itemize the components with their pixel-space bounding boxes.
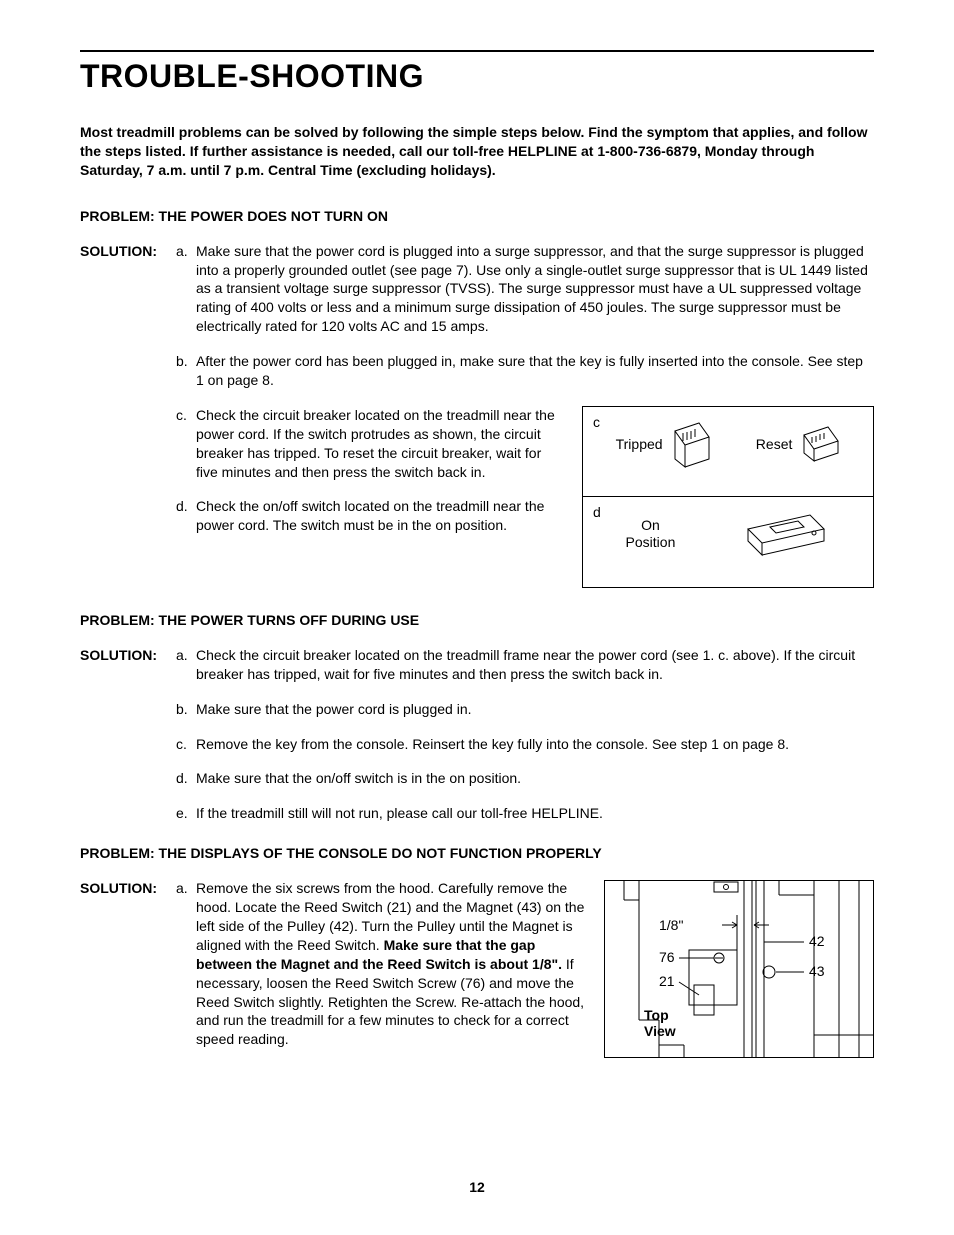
solution-1-cd-text: c. Check the circuit breaker located on … bbox=[176, 406, 564, 551]
item-text: Check the circuit breaker located on the… bbox=[196, 646, 874, 684]
solution-2-body: a. Check the circuit breaker located on … bbox=[176, 646, 874, 839]
solution-2d: d. Make sure that the on/off switch is i… bbox=[176, 769, 874, 788]
page: TROUBLE-SHOOTING Most treadmill problems… bbox=[0, 0, 954, 1235]
intro-paragraph: Most treadmill problems can be solved by… bbox=[80, 123, 874, 180]
figure-1-row-c: c Tripped bbox=[583, 407, 873, 497]
solution-1c: c. Check the circuit breaker located on … bbox=[176, 406, 564, 482]
problem-3-heading: PROBLEM: THE DISPLAYS OF THE CONSOLE DO … bbox=[80, 845, 874, 861]
item-letter: c. bbox=[176, 735, 196, 754]
figure-1-box: c Tripped bbox=[582, 406, 874, 588]
solution-1-body: a. Make sure that the power cord is plug… bbox=[176, 242, 874, 588]
problem-1-heading: PROBLEM: THE POWER DOES NOT TURN ON bbox=[80, 208, 874, 224]
tripped-switch-icon bbox=[669, 419, 711, 469]
figure-1-row-c-tag: c bbox=[593, 413, 600, 432]
fig2-gap-label: 1/8" bbox=[659, 917, 683, 933]
item-letter: a. bbox=[176, 646, 196, 684]
page-number: 12 bbox=[0, 1179, 954, 1195]
solution-label: SOLUTION: bbox=[80, 242, 176, 261]
item-text: If the treadmill still will not run, ple… bbox=[196, 804, 874, 823]
solution-2a: a. Check the circuit breaker located on … bbox=[176, 646, 874, 684]
solution-1-cd-with-figure: c. Check the circuit breaker located on … bbox=[176, 406, 874, 588]
reset-cell: Reset bbox=[756, 419, 841, 469]
figure-1-row-d-content: On Position bbox=[593, 505, 863, 559]
solution-2c: c. Remove the key from the console. Rein… bbox=[176, 735, 874, 754]
figure-2: 1/8" 76 21 42 43 Top View bbox=[604, 879, 874, 1064]
item-letter: d. bbox=[176, 497, 196, 535]
solution-1d: d. Check the on/off switch located on th… bbox=[176, 497, 564, 535]
solution-3-body: a. Remove the six screws from the hood. … bbox=[176, 879, 874, 1064]
item-text: Make sure that the power cord is plugged… bbox=[196, 242, 874, 336]
solution-label: SOLUTION: bbox=[80, 646, 176, 665]
item-letter: a. bbox=[176, 879, 196, 1049]
item-letter: b. bbox=[176, 352, 196, 390]
page-title: TROUBLE-SHOOTING bbox=[80, 58, 874, 95]
reed-switch-diagram: 1/8" 76 21 42 43 Top View bbox=[604, 879, 874, 1059]
solution-3: SOLUTION: a. Remove the six screws from … bbox=[80, 879, 874, 1064]
solution-label: SOLUTION: bbox=[80, 879, 176, 898]
figure-1-row-d: d On Position bbox=[583, 497, 873, 587]
solution-2e: e. If the treadmill still will not run, … bbox=[176, 804, 874, 823]
item-letter: c. bbox=[176, 406, 196, 482]
tripped-label: Tripped bbox=[616, 436, 663, 453]
on-position-label: On Position bbox=[626, 517, 676, 551]
item-text: Remove the key from the console. Reinser… bbox=[196, 735, 874, 754]
item-text: Check the circuit breaker located on the… bbox=[196, 406, 564, 482]
tripped-cell: Tripped bbox=[616, 419, 711, 469]
item-text: Make sure that the power cord is plugged… bbox=[196, 700, 874, 719]
item-letter: b. bbox=[176, 700, 196, 719]
item-text: Make sure that the on/off switch is in t… bbox=[196, 769, 874, 788]
item-text: Check the on/off switch located on the t… bbox=[196, 497, 564, 535]
fig2-label-42: 42 bbox=[809, 933, 825, 949]
solution-1a: a. Make sure that the power cord is plug… bbox=[176, 242, 874, 336]
solution-3a: a. Remove the six screws from the hood. … bbox=[176, 879, 586, 1049]
solution-1: SOLUTION: a. Make sure that the power co… bbox=[80, 242, 874, 588]
item-text: Remove the six screws from the hood. Car… bbox=[196, 879, 586, 1049]
figure-1-row-c-content: Tripped bbox=[593, 415, 863, 469]
fig2-view-view: View bbox=[644, 1023, 676, 1039]
item-letter: e. bbox=[176, 804, 196, 823]
item-letter: a. bbox=[176, 242, 196, 336]
figure-1: c Tripped bbox=[582, 406, 874, 588]
solution-2: SOLUTION: a. Check the circuit breaker l… bbox=[80, 646, 874, 839]
fig2-label-21: 21 bbox=[659, 973, 675, 989]
figure-1-row-d-tag: d bbox=[593, 503, 601, 522]
fig2-view-top: Top bbox=[644, 1007, 669, 1023]
solution-3a-text-col: a. Remove the six screws from the hood. … bbox=[176, 879, 586, 1049]
solution-2b: b. Make sure that the power cord is plug… bbox=[176, 700, 874, 719]
reset-switch-icon bbox=[798, 419, 840, 469]
problem-2-heading: PROBLEM: THE POWER TURNS OFF DURING USE bbox=[80, 612, 874, 628]
solution-1b: b. After the power cord has been plugged… bbox=[176, 352, 874, 390]
on-switch-icon bbox=[740, 509, 830, 559]
reset-label: Reset bbox=[756, 436, 793, 453]
fig2-label-76: 76 bbox=[659, 949, 675, 965]
solution-3a-with-figure: a. Remove the six screws from the hood. … bbox=[176, 879, 874, 1064]
horizontal-rule bbox=[80, 50, 874, 52]
item-text: After the power cord has been plugged in… bbox=[196, 352, 874, 390]
item-letter: d. bbox=[176, 769, 196, 788]
fig2-label-43: 43 bbox=[809, 963, 825, 979]
